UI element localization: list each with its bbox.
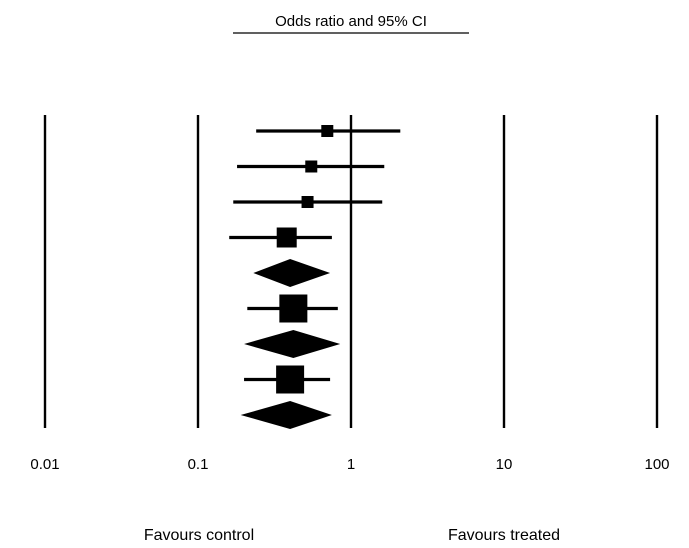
summary-diamond (240, 401, 332, 429)
forest-marks (229, 125, 401, 429)
summary-diamond (253, 259, 331, 287)
chart-title: Odds ratio and 95% CI (275, 13, 427, 30)
x-tick-label: 10 (496, 456, 513, 473)
study-point (321, 125, 334, 137)
study-point (276, 365, 305, 394)
study-point (279, 294, 308, 323)
study-point (301, 196, 314, 208)
favours-control-label: Favours control (144, 527, 254, 544)
summary-diamond (244, 330, 341, 358)
favours-treated-label: Favours treated (448, 527, 560, 544)
study-point (305, 160, 318, 173)
gridlines (43, 115, 659, 428)
x-tick-label: 0.1 (188, 456, 209, 473)
x-tick-label: 1 (347, 456, 355, 473)
x-tick-labels: 0.01 0.1 1 10 100 (30, 456, 669, 473)
x-tick-label: 100 (644, 456, 669, 473)
x-tick-label: 0.01 (30, 456, 59, 473)
study-point (276, 227, 297, 248)
